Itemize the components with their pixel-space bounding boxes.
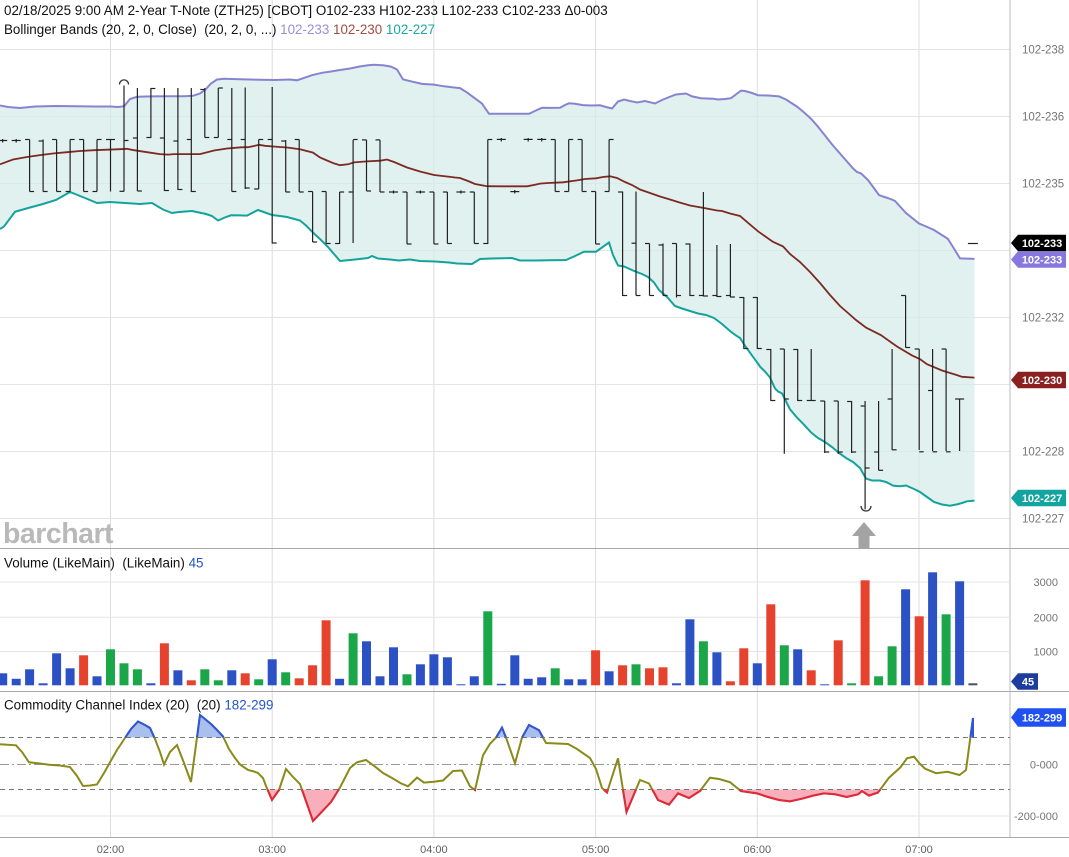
svg-text:Bollinger Bands (20, 2, 0, Clo: Bollinger Bands (20, 2, 0, Close) (20, 2… (4, 22, 435, 37)
svg-text:Commodity Channel Index (20): Commodity Channel Index (20) (20) 182-29… (4, 698, 273, 713)
svg-text:-200-000: -200-000 (1014, 811, 1058, 823)
svg-text:07:00: 07:00 (905, 844, 933, 856)
svg-text:102-232: 102-232 (1022, 313, 1064, 325)
svg-text:3000: 3000 (1034, 577, 1058, 589)
svg-text:03:00: 03:00 (258, 844, 286, 856)
svg-text:102-233: 102-233 (1022, 255, 1062, 267)
svg-text:102-230: 102-230 (1022, 375, 1062, 387)
svg-text:1000: 1000 (1034, 647, 1058, 659)
svg-text:102-236: 102-236 (1022, 112, 1064, 124)
svg-text:102-227: 102-227 (1022, 493, 1062, 505)
svg-text:102-238: 102-238 (1022, 45, 1064, 57)
svg-text:102-227: 102-227 (1022, 514, 1064, 526)
svg-text:102-228: 102-228 (1022, 447, 1064, 459)
svg-text:Volume (LikeMain) (LikeMain): Volume (LikeMain) (LikeMain) 45 (4, 556, 203, 571)
svg-text:182-299: 182-299 (1022, 713, 1062, 725)
svg-text:102-235: 102-235 (1022, 179, 1064, 191)
svg-text:barchart: barchart (3, 518, 114, 550)
svg-text:2000: 2000 (1034, 612, 1058, 624)
svg-text:04:00: 04:00 (420, 844, 448, 856)
svg-text:06:00: 06:00 (744, 844, 772, 856)
svg-text:05:00: 05:00 (582, 844, 610, 856)
svg-text:0-000: 0-000 (1030, 760, 1058, 772)
svg-text:45: 45 (1022, 677, 1034, 689)
svg-text:02:00: 02:00 (97, 844, 125, 856)
svg-text:02/18/2025 9:00 AM 2-Year T-No: 02/18/2025 9:00 AM 2-Year T-Note (ZTH25)… (4, 3, 608, 18)
svg-text:102-233: 102-233 (1022, 238, 1062, 250)
